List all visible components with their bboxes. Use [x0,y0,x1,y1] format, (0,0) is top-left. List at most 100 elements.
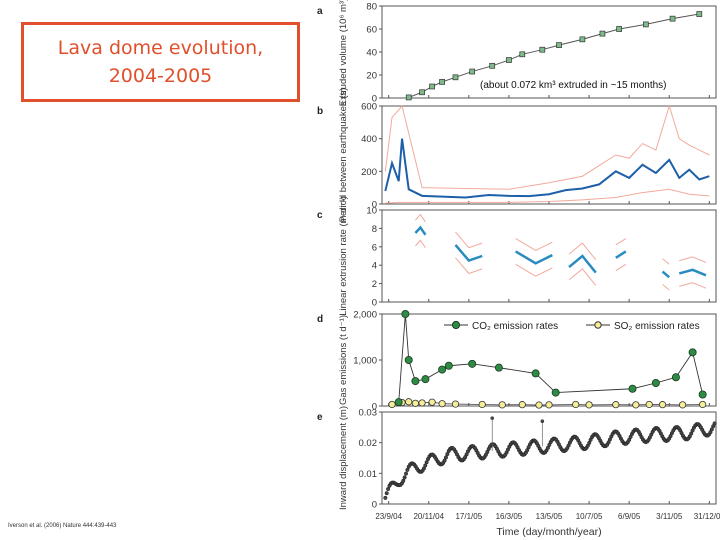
panel-b-ytick-label: 400 [361,134,377,145]
panel-e-frame [381,411,717,505]
x-tick-label: 20/11/04 [413,512,444,521]
so2-point [678,401,687,409]
displacement-point [712,421,717,426]
co2-point [411,377,420,386]
panel-d-ylabel: Gas emissions (t d⁻¹) [338,315,349,405]
panel-e-ytick-label: 0 [372,500,377,511]
extrusion-rate-segment [514,250,553,265]
extruded-volume-point [539,46,546,53]
extruded-volume-point [469,68,476,75]
extrusion-lower-segment [568,268,597,286]
extrusion-upper-segment [568,242,597,260]
so2-point [438,400,446,408]
panel-c-ytick-label: 2 [372,279,377,290]
co2-point [444,361,453,370]
displacement-point [384,491,389,496]
extruded-volume-point [429,83,435,90]
co2-point [404,355,413,364]
co2-point [494,363,503,372]
co2-point [698,390,707,399]
x-tick-label: 6/9/05 [618,512,641,521]
displacement-point [401,478,406,483]
extrusion-upper-segment [455,231,483,249]
so2-point [518,401,526,409]
co2-point [421,375,430,384]
co2-point [394,398,403,407]
so2-point [645,400,653,409]
multi-panel-figure: a Extruded volume (10⁶ m³) 806040200(about… [317,0,720,538]
co2-point [468,359,477,368]
co2-point [531,369,540,378]
extrusion-rate-segment [678,268,707,277]
panel-c-ytick-label: 0 [372,298,377,309]
panel-c-ytick-label: 4 [372,261,377,272]
panel-b-ytick-label: 200 [361,167,377,178]
extruded-volume-point [506,57,512,63]
panel-e-letter: e [317,412,323,423]
extrusion-lower-segment [455,257,483,275]
extrusion-upper-segment [679,256,707,263]
panel-a-ytick-label: 0 [372,94,377,105]
panel-b-ytick-label: 600 [361,102,377,113]
so2-point [572,400,580,409]
panel-b-ylabel: Period between earthquakes (s) [338,88,349,223]
extrusion-rate-segment [661,270,671,279]
displacement-point [402,475,407,480]
displacement-point [443,455,448,460]
extruded-volume-point [616,26,622,32]
x-tick-label: 3/11/05 [656,512,683,521]
so2-point [612,401,620,409]
legend-so2-marker [594,321,602,329]
extrusion-rate-segment [414,225,427,236]
panel-d-ytick-label: 1,000 [353,356,377,367]
x-tick-label: 13/5/05 [536,512,563,521]
co2-point [651,378,660,387]
panel-d-frame [381,313,717,407]
extruded-volume-point [556,42,562,48]
period-series-0 [384,138,710,199]
legend-co2-marker [451,320,461,330]
panel-b-letter: b [317,106,323,117]
displacement-point [386,487,391,492]
co2-point [551,388,560,397]
extrusion-lower-segment [679,282,707,289]
displacement-point [423,463,428,468]
panel-d-letter: d [317,314,323,325]
panel-a-ytick-label: 60 [366,25,377,36]
extrusion-rate-segment [454,244,483,263]
panel-e-ytick-label: 0.02 [359,438,378,449]
extrusion-lower-segment [662,284,670,291]
panel-c-ytick-label: 6 [372,242,377,253]
period-series-1 [384,104,710,190]
panel-c-ytick-label: 8 [372,224,377,235]
panel-d-ytick-label: 0 [372,402,377,413]
extruded-volume-point [696,11,703,17]
co2-point [688,348,697,357]
so2-point [699,400,707,409]
extrusion-upper-segment [615,238,627,246]
extrusion-upper-segment [662,258,670,265]
co2-point [671,373,680,382]
slide-title-line-1: Lava dome evolution, [57,37,264,59]
co2-point [628,384,637,393]
so2-point [428,398,436,406]
x-tick-label: 23/9/04 [375,512,402,521]
so2-point [658,401,667,409]
extrusion-lower-segment [515,263,553,277]
extruded-volume-point [439,79,445,85]
so2-point [632,401,640,409]
extruded-volume-point [489,62,496,69]
displacement-point [383,495,388,500]
slide-title-line-2: 2004-2005 [108,65,213,87]
x-tick-label: 17/1/05 [455,512,482,521]
so2-point [585,401,593,409]
extrusion-upper-segment [415,213,426,223]
panel-b-ytick-label: 0 [372,200,377,211]
x-axis-label: Time (day/month/year) [496,526,601,538]
panel-c-ytick-label: 10 [366,206,377,217]
extruded-volume-point [643,21,649,28]
panel-e-ylabel: Inward displacement (m) [338,406,349,510]
legend-so2-label: SO₂ emission rates [614,321,700,332]
so2-point [411,399,420,407]
so2-point [545,401,553,409]
